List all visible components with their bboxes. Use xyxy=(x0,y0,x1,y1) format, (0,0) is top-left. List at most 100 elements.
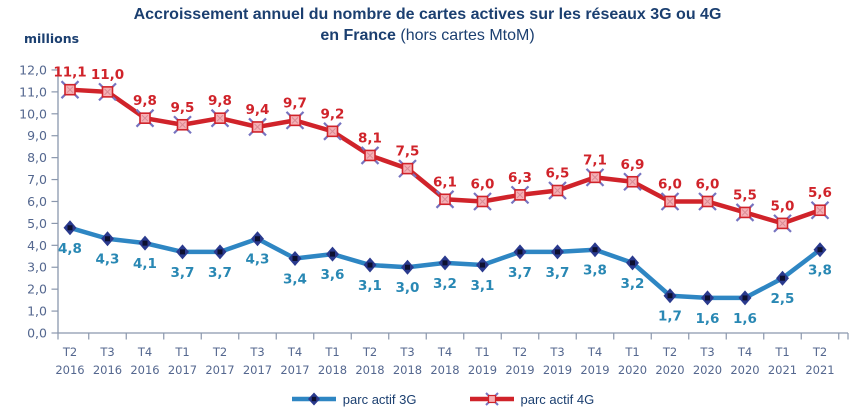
x-axis-label-year: 2019 xyxy=(468,363,497,377)
x-axis-label-quarter: T2 xyxy=(362,345,377,359)
x-axis-label-quarter: T1 xyxy=(324,345,339,359)
legend-label-3g: parc actif 3G xyxy=(342,391,417,407)
x-marker-inner xyxy=(516,191,524,199)
data-label-3g: 4,1 xyxy=(133,256,157,272)
x-axis-label-year: 2021 xyxy=(768,363,797,377)
x-marker-inner xyxy=(441,195,449,203)
data-point-marker-3g-center xyxy=(142,240,148,246)
x-axis-label-year: 2021 xyxy=(805,363,834,377)
legend-item-4g: parc actif 4G xyxy=(469,391,595,407)
data-label-4g: 9,8 xyxy=(208,93,232,109)
data-label-3g: 3,1 xyxy=(358,278,382,294)
data-label-3g: 4,3 xyxy=(96,252,120,268)
chart-title: Accroissement annuel du nombre de cartes… xyxy=(0,4,855,46)
y-tick-label: 11,0 xyxy=(19,84,47,99)
data-point-marker-3g-center xyxy=(255,236,260,242)
data-point-marker-3g-center xyxy=(330,251,335,257)
data-point-marker-3g-center xyxy=(180,249,185,255)
x-axis-label-quarter: T1 xyxy=(624,345,639,359)
x-axis-label-year: 2019 xyxy=(505,363,534,377)
data-label-3g: 3,0 xyxy=(396,280,420,296)
data-label-3g: 3,7 xyxy=(208,265,232,281)
x-axis-label-year: 2016 xyxy=(130,363,159,377)
x-axis-label-year: 2020 xyxy=(618,363,647,377)
x-axis-label-year: 2017 xyxy=(280,363,309,377)
plot-svg: 0,0 1,0 2,0 3,0 4,0 5,0 6,0 7,0 8,0 9,0 10,0 11,0 12… xyxy=(19,62,849,377)
y-tick-label: 2,0 xyxy=(27,282,47,297)
legend-label-4g: parc actif 4G xyxy=(520,391,595,407)
x-axis-label-year: 2019 xyxy=(543,363,572,377)
x-axis-label-quarter: T3 xyxy=(699,345,714,359)
data-point-marker-3g-center xyxy=(105,236,110,242)
x-axis-label-quarter: T1 xyxy=(774,345,789,359)
chart-subtitle: (hors cartes MtoM) xyxy=(395,27,535,44)
data-point-marker-3g-center xyxy=(367,262,373,268)
data-point-marker-3g-center xyxy=(780,275,785,281)
data-point-marker-3g-center xyxy=(480,262,485,268)
y-tick-label: 3,0 xyxy=(27,260,47,275)
x-marker-inner xyxy=(666,198,674,205)
data-label-4g: 6,5 xyxy=(546,166,570,182)
y-axis-unit-label: millions xyxy=(24,31,80,46)
data-label-3g: 3,6 xyxy=(321,267,345,283)
x-axis-label-year: 2018 xyxy=(393,363,422,377)
x-axis-label-year: 2016 xyxy=(93,363,122,377)
data-label-3g: 3,8 xyxy=(808,263,832,279)
x-marker-inner xyxy=(741,209,749,216)
data-label-4g: 6,0 xyxy=(696,176,720,192)
x-axis-label-year: 2020 xyxy=(730,363,759,377)
data-label-3g: 1,6 xyxy=(733,311,757,327)
data-point-marker-3g-center xyxy=(292,255,298,261)
x-marker-inner xyxy=(591,174,599,181)
x-axis-label-year: 2017 xyxy=(168,363,197,377)
x-marker-inner xyxy=(366,152,374,159)
data-label-4g: 9,2 xyxy=(321,106,345,122)
data-label-3g: 3,1 xyxy=(471,278,495,294)
data-point-marker-3g-center xyxy=(817,247,823,253)
x-axis-label-quarter: T4 xyxy=(137,345,152,359)
data-point-marker-3g-center xyxy=(442,260,448,266)
data-label-4g: 6,3 xyxy=(508,170,532,186)
data-label-4g: 7,1 xyxy=(583,152,607,168)
data-label-3g: 1,6 xyxy=(696,311,720,327)
x-axis-label-year: 2018 xyxy=(318,363,347,377)
data-label-3g: 4,8 xyxy=(58,241,82,257)
data-label-4g: 6,1 xyxy=(433,174,457,190)
line-diamond-icon xyxy=(291,392,336,406)
data-label-4g: 9,7 xyxy=(283,95,307,111)
data-point-marker-3g-center xyxy=(405,264,410,270)
data-point-marker-3g-center xyxy=(705,295,710,301)
data-label-3g: 4,3 xyxy=(246,252,270,268)
x-axis-label-year: 2018 xyxy=(355,363,384,377)
x-axis-label-quarter: T2 xyxy=(62,345,77,359)
y-tick-label: 5,0 xyxy=(27,216,47,231)
data-point-marker-3g-center xyxy=(555,249,560,255)
data-label-4g: 9,8 xyxy=(133,93,157,109)
x-axis-label-year: 2017 xyxy=(205,363,234,377)
data-label-4g: 7,5 xyxy=(396,144,420,160)
data-point-marker-3g-center xyxy=(667,293,673,299)
data-label-4g: 9,4 xyxy=(246,102,270,118)
data-point-marker-3g-center xyxy=(592,247,598,253)
data-label-3g: 3,7 xyxy=(546,265,570,281)
y-tick-label: 12,0 xyxy=(19,62,47,77)
data-label-4g: 11,0 xyxy=(91,67,124,83)
data-label-4g: 11,1 xyxy=(53,65,86,81)
data-label-3g: 3,7 xyxy=(508,265,532,281)
x-axis-label-quarter: T2 xyxy=(662,345,677,359)
data-label-4g: 9,5 xyxy=(171,100,195,116)
data-label-4g: 8,1 xyxy=(358,130,382,146)
x-marker-inner xyxy=(329,127,336,135)
x-marker-inner xyxy=(179,121,186,129)
data-label-3g: 2,5 xyxy=(771,291,795,307)
data-label-4g: 5,6 xyxy=(808,185,832,201)
data-label-3g: 3,8 xyxy=(583,263,607,279)
x-marker-inner xyxy=(779,220,786,227)
data-label-4g: 6,9 xyxy=(621,157,645,173)
x-axis-label-quarter: T3 xyxy=(99,345,114,359)
data-point-marker-3g-center xyxy=(742,295,748,301)
data-label-4g: 5,5 xyxy=(733,187,757,203)
chart-title-line2: en France (hors cartes MtoM) xyxy=(0,25,855,46)
data-label-4g: 6,0 xyxy=(471,176,495,192)
data-label-4g: 6,0 xyxy=(658,176,682,192)
